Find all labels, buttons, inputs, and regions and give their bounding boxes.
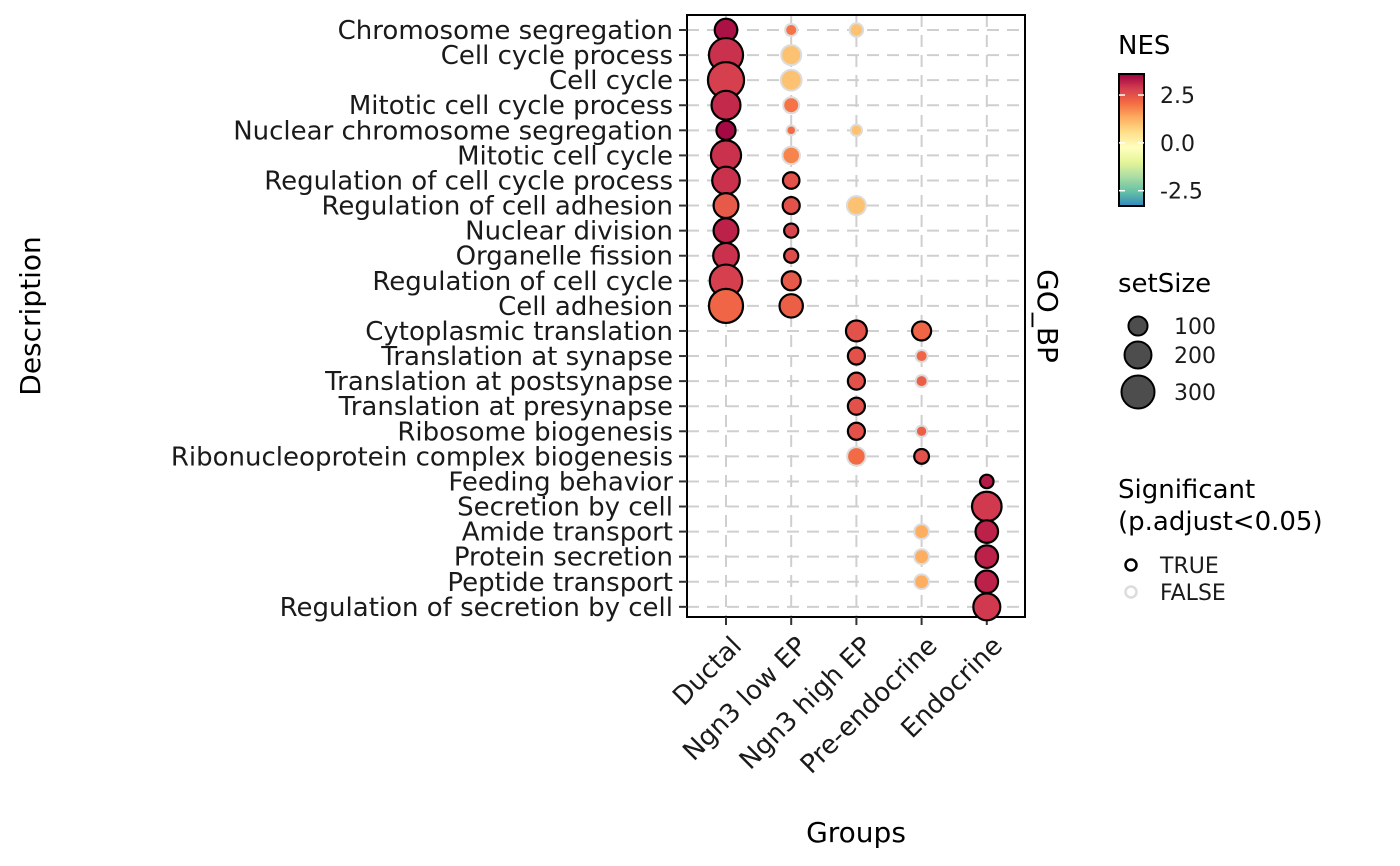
data-point [710,89,742,121]
y-tick-label: Feeding behavior [448,467,673,497]
y-tick-label: Cell cycle process [441,41,673,71]
data-point [715,119,737,141]
data-point [970,490,1003,523]
data-point [781,171,801,190]
data-point [914,349,929,364]
legend-setsize-swatch [1123,340,1153,370]
data-point [707,287,745,325]
y-tick-label: Nuclear division [465,217,673,247]
data-point [974,569,1000,595]
legend-setsize: setSize 100 200 300 [1118,269,1216,410]
legend-setsize-items: 100 200 300 [1120,315,1216,410]
data-point [846,421,867,441]
y-tick-label: Ribonucleoprotein complex biogenesis [171,442,673,472]
data-point [781,145,801,166]
y-tick-label: Regulation of cell adhesion [322,192,674,222]
data-point [778,293,804,319]
legend-significant-title: Significant [1118,475,1255,505]
y-tick-label: Mitotic cell cycle [457,141,673,171]
y-tick-label: Translation at presynapse [338,392,673,422]
data-point [913,548,930,566]
data-point [712,192,740,220]
legend-setsize-label: 200 [1174,344,1216,369]
y-tick-label: Translation at postsynapse [324,367,673,397]
data-point [914,374,929,389]
data-point [974,544,1000,570]
y-tick-label: Regulation of cell cycle [372,267,673,297]
data-point [974,519,1000,544]
legend-setsize-title: setSize [1118,269,1211,299]
data-point [781,195,801,216]
legend-nes-tick-label: 2.5 [1160,84,1195,109]
data-point [785,124,797,137]
data-point [846,396,867,416]
y-tick-label: Chromosome segregation [338,16,673,46]
data-point [849,123,864,137]
data-point [784,22,799,38]
legend-nes-colorbar [1118,73,1145,207]
legend-nes: NES 2.5 0.0 -2.5 [1118,31,1203,207]
y-tick-label: Peptide transport [447,568,673,598]
data-point [913,573,930,591]
data-points [706,17,1003,622]
y-tick-label: Mitotic cell cycle process [349,91,673,121]
data-point [780,44,803,67]
data-point [779,68,803,92]
legend-significant-label: TRUE [1159,554,1219,579]
y-tick-label: Translation at synapse [380,342,673,372]
legend-setsize-label: 300 [1174,381,1216,406]
y-tick-label: Ribosome biogenesis [397,417,673,447]
data-point [846,446,867,467]
legend-setsize-swatch [1120,374,1156,410]
data-point [846,371,867,391]
x-axis-title: Groups [806,816,906,849]
data-point [711,165,741,196]
data-point [844,319,868,343]
data-point [914,424,929,438]
data-point [782,96,801,115]
legend-setsize-label: 100 [1174,315,1216,340]
data-point [846,346,867,366]
data-point [978,473,995,490]
data-point [783,222,800,239]
y-tick-label: Regulation of secretion by cell [280,593,673,623]
legend-nes-tick-label: 0.0 [1160,132,1195,157]
legend-significant-swatch [1124,558,1138,572]
y-tick-label: Amide transport [462,518,673,548]
y-tick-label: Secretion by cell [457,493,673,523]
legend-nes-title: NES [1118,31,1170,61]
legend-setsize-swatch [1127,315,1149,337]
y-tick-label: Regulation of cell cycle process [264,166,673,196]
y-tick-label: Protein secretion [454,543,673,573]
data-point [848,22,865,38]
y-axis-title: Description [14,236,47,395]
data-point [712,217,740,245]
data-point [910,320,933,342]
legend-significant-subtitle: (p.adjust<0.05) [1118,507,1323,537]
legend-significant-label: FALSE [1160,581,1226,606]
y-tick-label: Cytoplasmic translation [365,317,673,347]
y-tick-label: Nuclear chromosome segregation [233,116,673,146]
data-point [913,447,931,465]
y-tick-label: Organelle fission [456,242,673,272]
data-point [913,523,930,540]
legend-nes-tick-label: -2.5 [1160,180,1203,205]
data-point [783,247,800,264]
legend-significant-swatch [1124,585,1138,599]
facet-strip-label: GO_BP [1031,269,1064,363]
data-point [972,592,1002,622]
data-point [780,270,802,292]
y-tick-label: Cell adhesion [498,292,673,322]
data-point [845,195,867,217]
legend-nes-ticks: 2.5 0.0 -2.5 [1119,84,1203,205]
y-tick-label: Cell cycle [549,66,673,96]
